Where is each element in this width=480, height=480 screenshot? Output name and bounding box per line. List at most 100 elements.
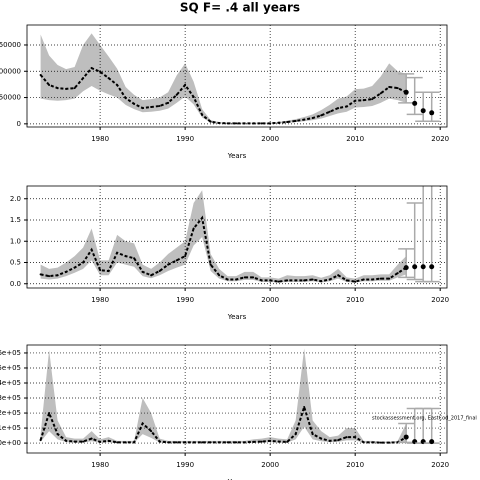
x-tick-label: 2000 [261,135,279,143]
median-point [192,441,195,444]
median-point [269,122,272,125]
median-point [192,96,195,99]
y-tick-label: 100000 [0,67,21,75]
median-point [209,120,212,123]
median-point [73,87,76,90]
median-point [277,440,280,443]
median-point [235,122,238,125]
y-tick-label: 1.5 [10,216,21,224]
projection-point [412,100,418,106]
plot-area [27,186,447,288]
median-point [226,122,229,125]
median-point [124,97,127,100]
median-point [252,122,255,125]
median-point [371,98,374,101]
median-point [90,437,93,440]
median-point [39,73,42,76]
median-point [371,441,374,444]
median-point [48,412,51,415]
median-line [40,215,407,283]
median-point [243,441,246,444]
median-point [73,440,76,443]
y-tick-label: 3e+05 [0,394,21,402]
projection-point [403,265,409,271]
median-point [311,433,314,436]
median-point [286,279,289,282]
median-point [158,440,161,443]
median-point [252,440,255,443]
median-point [371,278,374,281]
median-point [39,273,42,276]
median-point [226,278,229,281]
plot-frame [26,344,448,454]
median-point [107,77,110,80]
projection-point [429,110,435,116]
median-point [354,280,357,283]
x-tick-label: 2010 [346,461,364,469]
x-tick-label: 2020 [431,296,449,304]
median-point [73,266,76,269]
x-tick-label: 1980 [91,296,109,304]
y-tick-label: 6e+05 [0,349,21,357]
median-point [379,92,382,95]
median-point [388,441,391,444]
median-point [209,263,212,266]
x-axis-label: Years [227,313,247,321]
median-point [107,270,110,272]
median-point [124,255,127,258]
median-point [150,430,153,433]
median-point [218,441,221,444]
projection-point [403,434,409,440]
x-tick-label: 2020 [431,461,449,469]
median-point [116,441,119,444]
x-axis-label: Years [227,152,247,160]
median-point [388,277,391,280]
median-point [243,276,246,279]
median-point [39,439,42,442]
y-tick-label: 0.0 [10,280,21,288]
median-point [388,86,391,89]
median-point [277,280,280,283]
median-point [158,270,161,272]
plot-frame [26,185,448,289]
y-tick-label: 0e+00 [0,439,21,447]
median-point [328,278,331,281]
median-point [65,87,68,90]
median-point [167,101,170,104]
median-point [362,278,365,281]
median-point [90,248,93,251]
median-point [294,433,297,436]
y-tick-label: 5e+05 [0,364,21,372]
median-point [184,441,187,444]
projection-point [403,89,409,95]
median-point [252,276,255,279]
median-line [39,403,407,444]
median-point [260,122,263,125]
median-point [201,113,204,116]
median-point [116,83,119,86]
confidence-band [40,33,407,124]
median-point [184,255,187,258]
plot-frame [26,24,448,128]
x-tick-label: 2020 [431,135,449,143]
median-point [320,280,323,283]
y-tick-label: 4e+05 [0,379,21,387]
median-point [218,274,221,277]
median-point [201,216,204,219]
median-point [150,106,153,109]
plot-area [27,25,447,127]
median-point [167,441,170,444]
median-point [294,119,297,122]
median-point [167,263,170,266]
x-tick-label: 1980 [91,135,109,143]
median-point [90,67,93,70]
median-point [82,77,85,80]
median-point [311,278,314,281]
x-tick-label: 1990 [176,296,194,304]
median-point [354,436,357,439]
median-point [158,104,161,107]
x-tick-label: 2000 [261,461,279,469]
median-point [337,274,340,277]
median-point [48,83,51,86]
